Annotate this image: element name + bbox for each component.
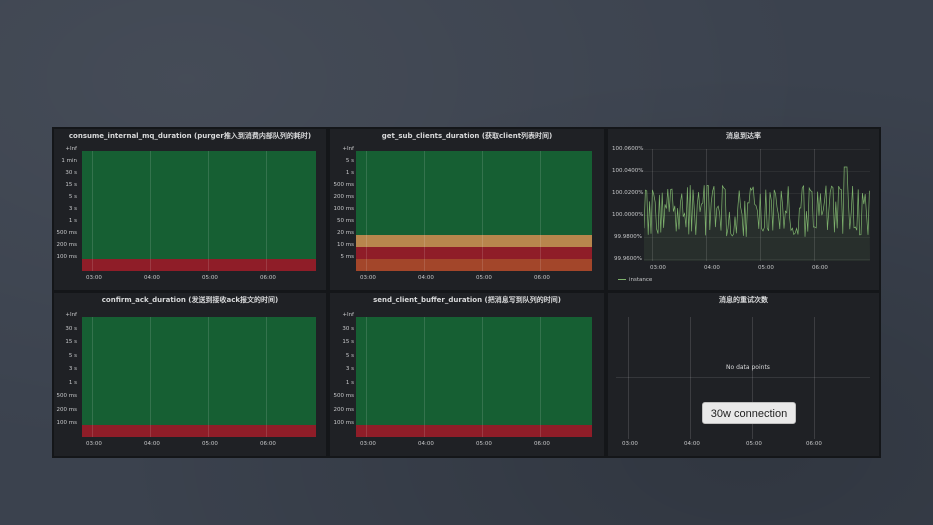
- panel-get-sub-clients-duration[interactable]: get_sub_clients_duration (获取client列表时间) …: [330, 129, 604, 290]
- heatmap-plot[interactable]: [356, 317, 592, 437]
- heatmap-band-green: [82, 151, 316, 259]
- y-tick: 100.0200%: [612, 190, 644, 196]
- panel-title[interactable]: 消息到达率: [726, 132, 761, 140]
- rate-series-path: [644, 166, 870, 237]
- y-tick: 10 ms: [337, 242, 354, 248]
- x-tick: 06:00: [260, 275, 276, 281]
- x-tick: 04:00: [418, 441, 434, 447]
- panel-title[interactable]: consume_internal_mq_duration (purger推入到消…: [68, 132, 312, 140]
- x-tick: 06:00: [534, 441, 550, 447]
- y-tick: 15 s: [342, 339, 354, 345]
- y-tick: 5 s: [68, 194, 77, 200]
- y-tick: 200 ms: [333, 407, 354, 413]
- x-tick: 06:00: [812, 265, 828, 271]
- y-tick: 5 ms: [340, 254, 354, 260]
- y-tick: 200 ms: [56, 242, 77, 248]
- x-tick: 04:00: [704, 265, 720, 271]
- x-tick: 05:00: [202, 441, 218, 447]
- x-tick: 03:00: [86, 441, 102, 447]
- y-tick: 500 ms: [56, 230, 77, 236]
- panel-title[interactable]: 消息的重试次数: [719, 296, 768, 304]
- panel-confirm-ack-duration[interactable]: confirm_ack_duration (发送到接收ack报文的时间) +In…: [54, 293, 326, 456]
- y-tick: 500 ms: [333, 182, 354, 188]
- legend-label: instance: [629, 277, 653, 283]
- y-tick: 500 ms: [56, 393, 77, 399]
- legend-item[interactable]: instance: [618, 277, 652, 283]
- x-tick: 05:00: [476, 275, 492, 281]
- y-tick: 1 min: [61, 158, 77, 164]
- panel-send-client-buffer-duration[interactable]: send_client_buffer_duration (把消息写到队列的时间)…: [330, 293, 604, 456]
- y-tick: 50 ms: [337, 218, 354, 224]
- y-tick: +Inf: [342, 312, 354, 318]
- y-tick: 1 s: [345, 380, 354, 386]
- y-tick: +Inf: [65, 146, 77, 152]
- x-tick: 06:00: [806, 441, 822, 447]
- y-tick: 30 s: [65, 326, 77, 332]
- x-tick: 05:00: [476, 441, 492, 447]
- panel-message-arrival-rate[interactable]: 消息到达率 100.0600% 100.0400% 100.0200% 100.…: [608, 129, 879, 290]
- y-tick: 20 ms: [337, 230, 354, 236]
- panel-consume-internal-mq-duration[interactable]: consume_internal_mq_duration (purger推入到消…: [54, 129, 326, 290]
- y-tick: 30 s: [65, 170, 77, 176]
- x-tick: 05:00: [758, 265, 774, 271]
- empty-graph-plot[interactable]: [616, 317, 870, 439]
- y-tick: +Inf: [342, 146, 354, 152]
- x-tick: 03:00: [622, 441, 638, 447]
- y-tick: 5 s: [68, 353, 77, 359]
- y-tick: 100 ms: [56, 420, 77, 426]
- y-tick: 100.0400%: [612, 168, 644, 174]
- panel-title[interactable]: send_client_buffer_duration (把消息写到队列的时间): [373, 296, 561, 304]
- rate-series-line: [644, 166, 870, 261]
- heatmap-plot[interactable]: [356, 151, 592, 271]
- y-tick: 100.0000%: [612, 212, 644, 218]
- heatmap-band-red: [82, 259, 316, 271]
- y-tick: 5 s: [345, 158, 354, 164]
- y-tick: 1 s: [345, 170, 354, 176]
- legend-swatch: [618, 279, 626, 280]
- y-tick: 100 ms: [333, 420, 354, 426]
- panel-message-retry-count[interactable]: 消息的重试次数 No data points 03:00 04:00 05:00…: [608, 293, 879, 456]
- no-data-message: No data points: [726, 364, 770, 371]
- x-tick: 03:00: [360, 275, 376, 281]
- line-graph-plot[interactable]: [644, 149, 870, 261]
- x-tick: 04:00: [144, 275, 160, 281]
- y-tick: 100.0600%: [612, 146, 644, 152]
- connection-callout: 30w connection: [702, 402, 796, 424]
- panel-title[interactable]: get_sub_clients_duration (获取client列表时间): [381, 132, 553, 140]
- y-tick: 3 s: [68, 206, 77, 212]
- y-tick: 5 s: [345, 353, 354, 359]
- x-tick: 05:00: [202, 275, 218, 281]
- y-tick: 99.9800%: [614, 234, 642, 240]
- y-tick: 500 ms: [333, 393, 354, 399]
- x-tick: 03:00: [360, 441, 376, 447]
- y-tick: 1 s: [68, 218, 77, 224]
- y-tick: 15 s: [65, 182, 77, 188]
- y-tick: 200 ms: [333, 194, 354, 200]
- heatmap-plot[interactable]: [82, 317, 316, 437]
- y-tick: 1 s: [68, 380, 77, 386]
- x-tick: 04:00: [684, 441, 700, 447]
- x-tick: 03:00: [86, 275, 102, 281]
- x-tick: 06:00: [260, 441, 276, 447]
- y-tick: 100 ms: [333, 206, 354, 212]
- x-tick: 04:00: [144, 441, 160, 447]
- y-tick: 30 s: [342, 326, 354, 332]
- x-tick: 05:00: [746, 441, 762, 447]
- y-tick: 3 s: [68, 366, 77, 372]
- x-tick: 06:00: [534, 275, 550, 281]
- y-tick: 200 ms: [56, 407, 77, 413]
- rate-series-area: [644, 167, 870, 261]
- y-tick: 99.9600%: [614, 256, 642, 262]
- y-tick: 15 s: [65, 339, 77, 345]
- panel-title[interactable]: confirm_ack_duration (发送到接收ack报文的时间): [101, 296, 279, 304]
- heatmap-plot[interactable]: [82, 151, 316, 271]
- y-tick: 3 s: [345, 366, 354, 372]
- x-tick: 03:00: [650, 265, 666, 271]
- y-tick: +Inf: [65, 312, 77, 318]
- x-tick: 04:00: [418, 275, 434, 281]
- y-tick: 100 ms: [56, 254, 77, 260]
